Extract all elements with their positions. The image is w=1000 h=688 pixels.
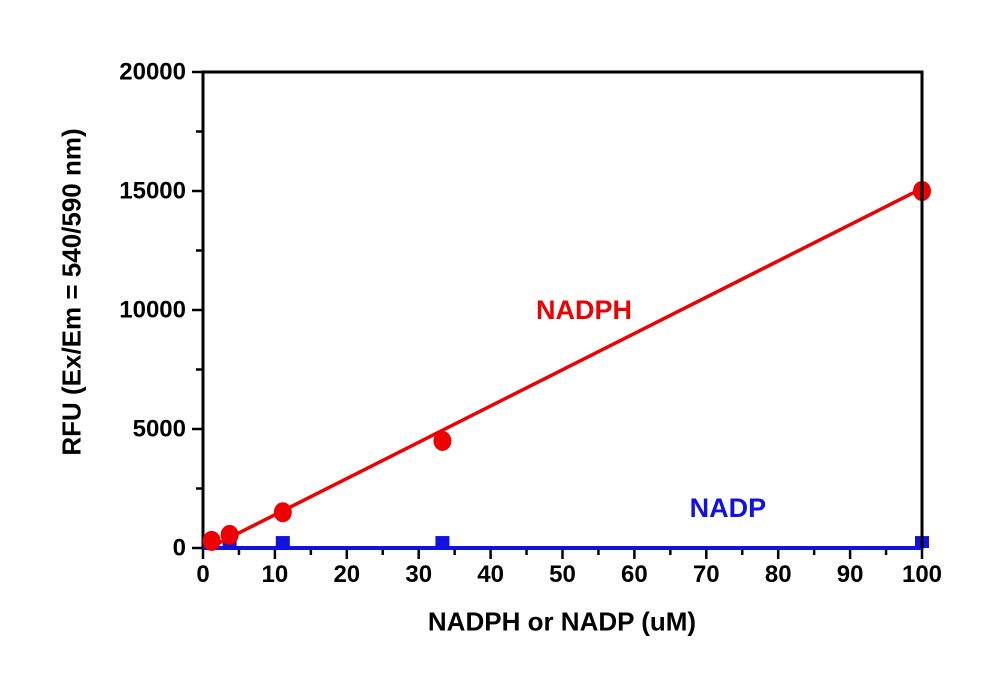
- nadph-data-point: [273, 502, 292, 523]
- y-axis-title: RFU (Ex/Em = 540/590 nm): [56, 128, 87, 456]
- x-axis-title: NADPH or NADP (uM): [427, 606, 697, 637]
- x-tick-label: 60: [621, 561, 648, 588]
- nadp-series-label: NADP: [690, 493, 767, 523]
- x-tick-label: 70: [693, 561, 720, 588]
- nadph-data-point: [220, 524, 239, 545]
- nadph-data-point: [433, 430, 452, 451]
- x-tick-label: 90: [837, 561, 864, 588]
- y-tick-label: 20000: [119, 59, 186, 86]
- nadph-data-point: [202, 530, 221, 551]
- x-tick-label: 40: [477, 561, 504, 588]
- y-tick-label: 5000: [133, 416, 186, 443]
- x-tick-label: 20: [333, 561, 360, 588]
- nadp-data-point: [435, 536, 450, 549]
- x-tick-label: 80: [765, 561, 792, 588]
- nadp-data-point: [275, 536, 290, 549]
- nadph-series-label: NADPH: [536, 295, 632, 325]
- y-tick-label: 10000: [119, 297, 186, 324]
- x-tick-label: 0: [196, 561, 209, 588]
- x-tick-label: 30: [405, 561, 432, 588]
- x-tick-label: 50: [549, 561, 576, 588]
- y-tick-label: 0: [173, 535, 186, 562]
- y-tick-label: 15000: [119, 178, 186, 205]
- x-tick-label: 10: [262, 561, 289, 588]
- nadph-fit-line: [212, 184, 928, 548]
- x-tick-label: 100: [902, 561, 942, 588]
